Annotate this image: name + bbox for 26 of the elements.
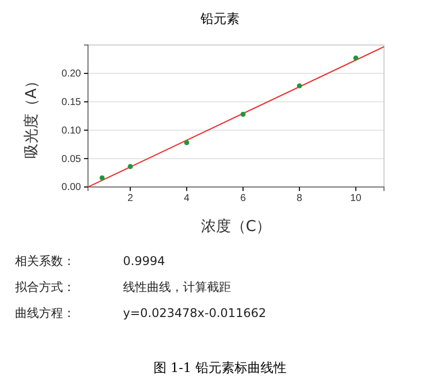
- y-tick-label: 0.20: [62, 68, 82, 80]
- x-tick-label: 4: [184, 193, 190, 204]
- text: y=0.023478x-0.011662: [123, 306, 266, 320]
- x-tick-label: 10: [350, 193, 362, 204]
- x-tick-label: 2: [128, 193, 134, 204]
- point: [100, 175, 105, 180]
- text: 相关系数：: [15, 254, 75, 268]
- point: [184, 140, 190, 146]
- y-tick-label: 0.00: [62, 182, 82, 194]
- y-tick-label: 0.10: [62, 125, 82, 136]
- x-axis-title: 浓度（C）: [200, 217, 272, 235]
- caption: 图 1-1 铅元素标曲线性: [153, 361, 287, 376]
- chart-title: 铅元素: [200, 12, 240, 27]
- point: [240, 112, 246, 117]
- text: 0.9994: [123, 254, 165, 268]
- y-axis-title: 吸光度（A）: [22, 73, 40, 159]
- text: 曲线方程：: [15, 306, 75, 320]
- point: [353, 56, 358, 61]
- x-tick-label: 8: [296, 193, 303, 204]
- point: [128, 164, 133, 170]
- x-tick-label: 6: [240, 193, 246, 204]
- y-tick-label: 0.05: [62, 154, 82, 165]
- text: 线性曲线，计算截距: [123, 280, 231, 294]
- point: [296, 83, 302, 88]
- text: 拟合方式：: [15, 280, 75, 294]
- y-tick-label: 0.15: [62, 97, 82, 108]
